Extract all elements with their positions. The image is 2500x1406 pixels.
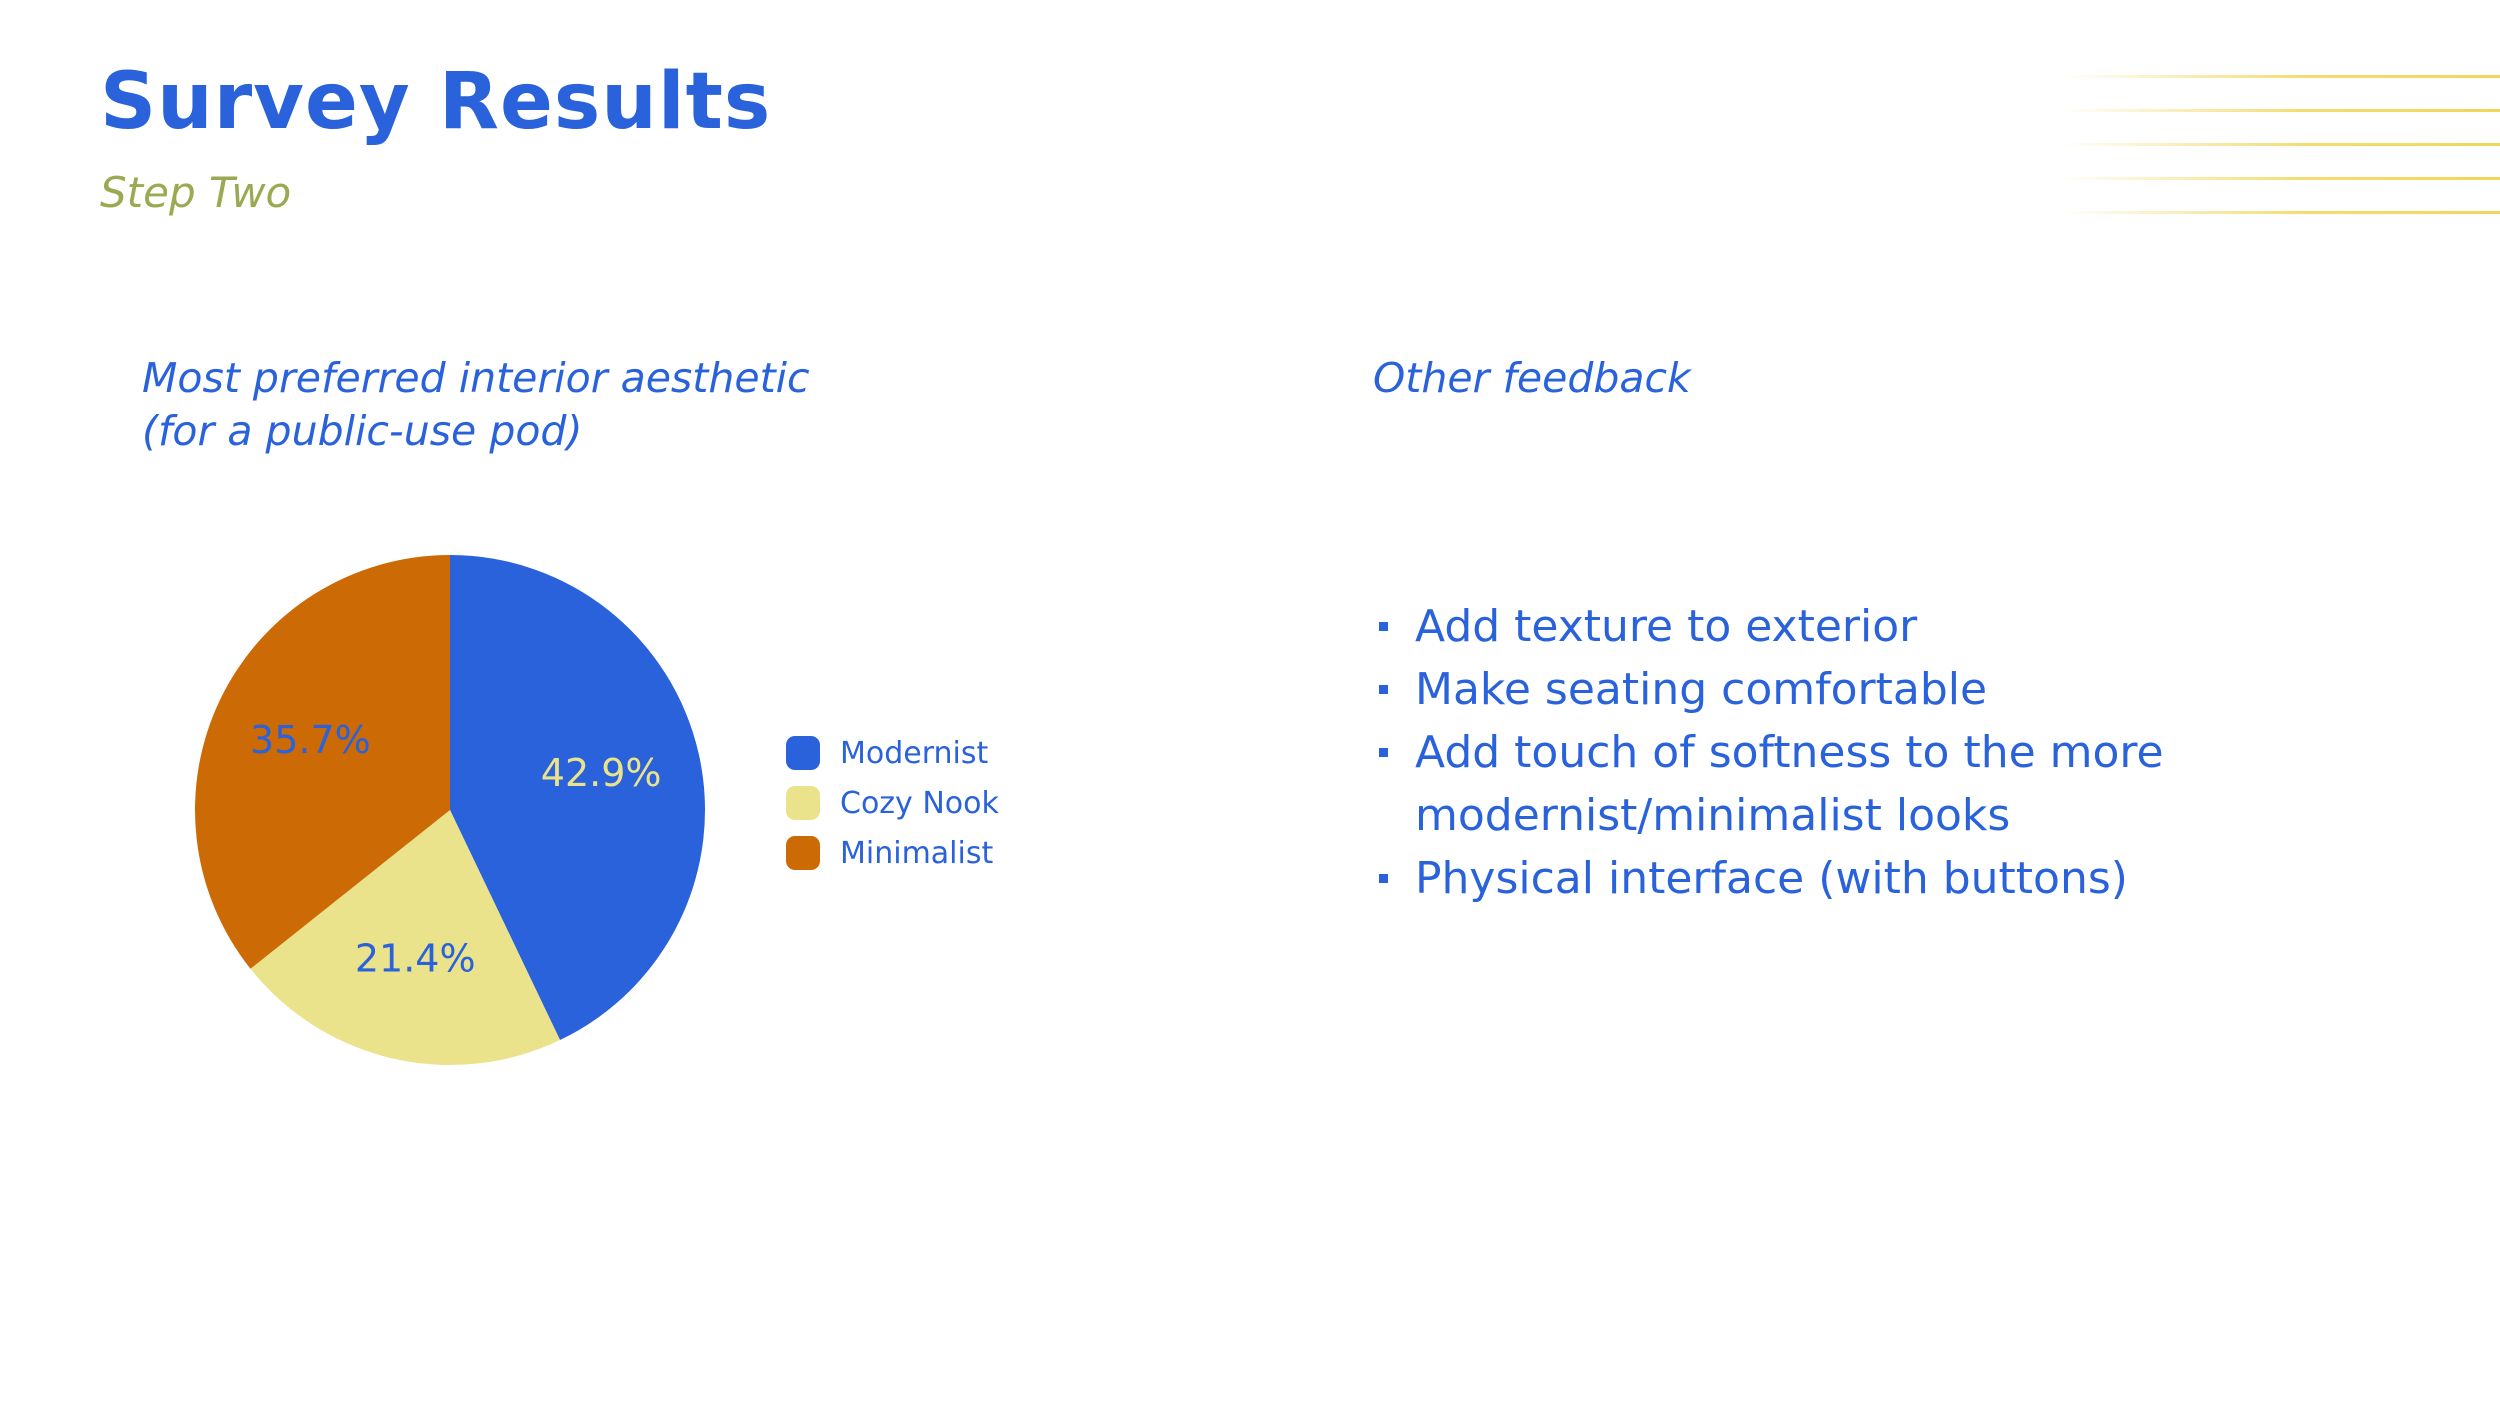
- feedback-item: Physical interface (with buttons): [1375, 847, 2375, 910]
- chart-heading-line-1: Most preferred interior aesthetic: [142, 354, 810, 402]
- legend-swatch: [786, 786, 820, 820]
- decorative-line: [2060, 211, 2500, 214]
- bullet-icon: [1379, 748, 1388, 757]
- bullet-icon: [1379, 685, 1388, 694]
- pie-slice-modernist: [450, 555, 706, 1041]
- bullet-icon: [1379, 622, 1388, 631]
- decorative-line: [2060, 143, 2500, 146]
- pie-slices: [195, 555, 706, 1065]
- legend-item: Modernist: [786, 728, 999, 778]
- chart-legend: Modernist Cozy Nook Minimalist: [786, 728, 999, 878]
- slide-title: Survey Results: [100, 57, 772, 147]
- pie-chart: 42.9% 21.4% 35.7%: [195, 555, 706, 1065]
- legend-swatch: [786, 836, 820, 870]
- chart-heading: Most preferred interior aesthetic (for a…: [142, 352, 810, 459]
- feedback-item: Make seating comfortable: [1375, 658, 2375, 721]
- legend-swatch: [786, 736, 820, 770]
- feedback-heading: Other feedback: [1373, 354, 1691, 402]
- pie-slice-minimalist: [195, 555, 450, 969]
- decorative-line: [2060, 75, 2500, 78]
- decorative-lines: [2060, 75, 2500, 214]
- chart-heading-line-2: (for a public-use pod): [142, 407, 583, 456]
- feedback-item-text: Make seating comfortable: [1415, 664, 1988, 715]
- slide-subtitle: Step Two: [100, 168, 292, 217]
- legend-item: Cozy Nook: [786, 778, 999, 828]
- legend-label: Minimalist: [840, 835, 994, 871]
- pie-slice-cozy-nook: [250, 810, 561, 1065]
- feedback-item: Add touch of softness to the more modern…: [1375, 721, 2375, 847]
- feedback-item-text: Physical interface (with buttons): [1415, 853, 2128, 904]
- pie-slice-label: 42.9%: [541, 751, 662, 795]
- legend-label: Cozy Nook: [840, 785, 999, 821]
- feedback-item: Add texture to exterior: [1375, 595, 2375, 658]
- legend-label: Modernist: [840, 735, 989, 771]
- pie-slice-label: 21.4%: [355, 937, 476, 981]
- feedback-item-text: Add texture to exterior: [1415, 601, 1918, 652]
- pie-labels: 42.9% 21.4% 35.7%: [250, 718, 661, 980]
- feedback-item-text: Add touch of softness to the more modern…: [1415, 727, 2164, 841]
- feedback-list: Add texture to exterior Make seating comf…: [1375, 595, 2375, 910]
- decorative-line: [2060, 109, 2500, 112]
- decorative-line: [2060, 177, 2500, 180]
- bullet-icon: [1379, 874, 1388, 883]
- legend-item: Minimalist: [786, 828, 999, 878]
- pie-slice-label: 35.7%: [250, 718, 371, 762]
